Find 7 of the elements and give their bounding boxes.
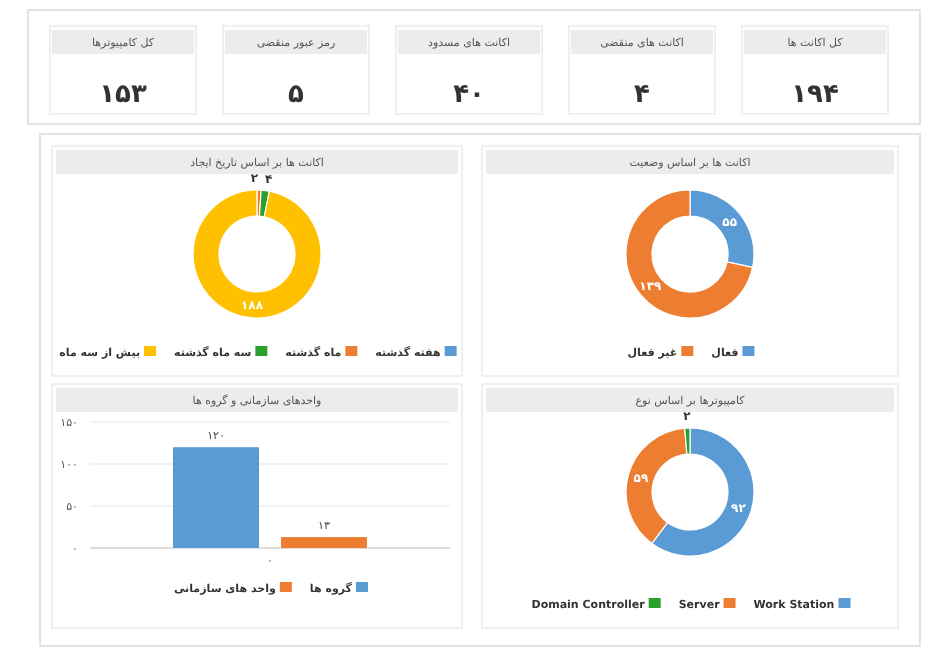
data-label: ۱۵۳ [99,80,147,110]
data-label: ۴۰ [453,80,485,110]
data-label: ۱۹۴ [791,80,839,110]
donut-slice [192,189,322,319]
data-label: ۵ [288,80,305,110]
donut-slice [625,189,754,319]
data-label: ۴ [634,80,651,110]
